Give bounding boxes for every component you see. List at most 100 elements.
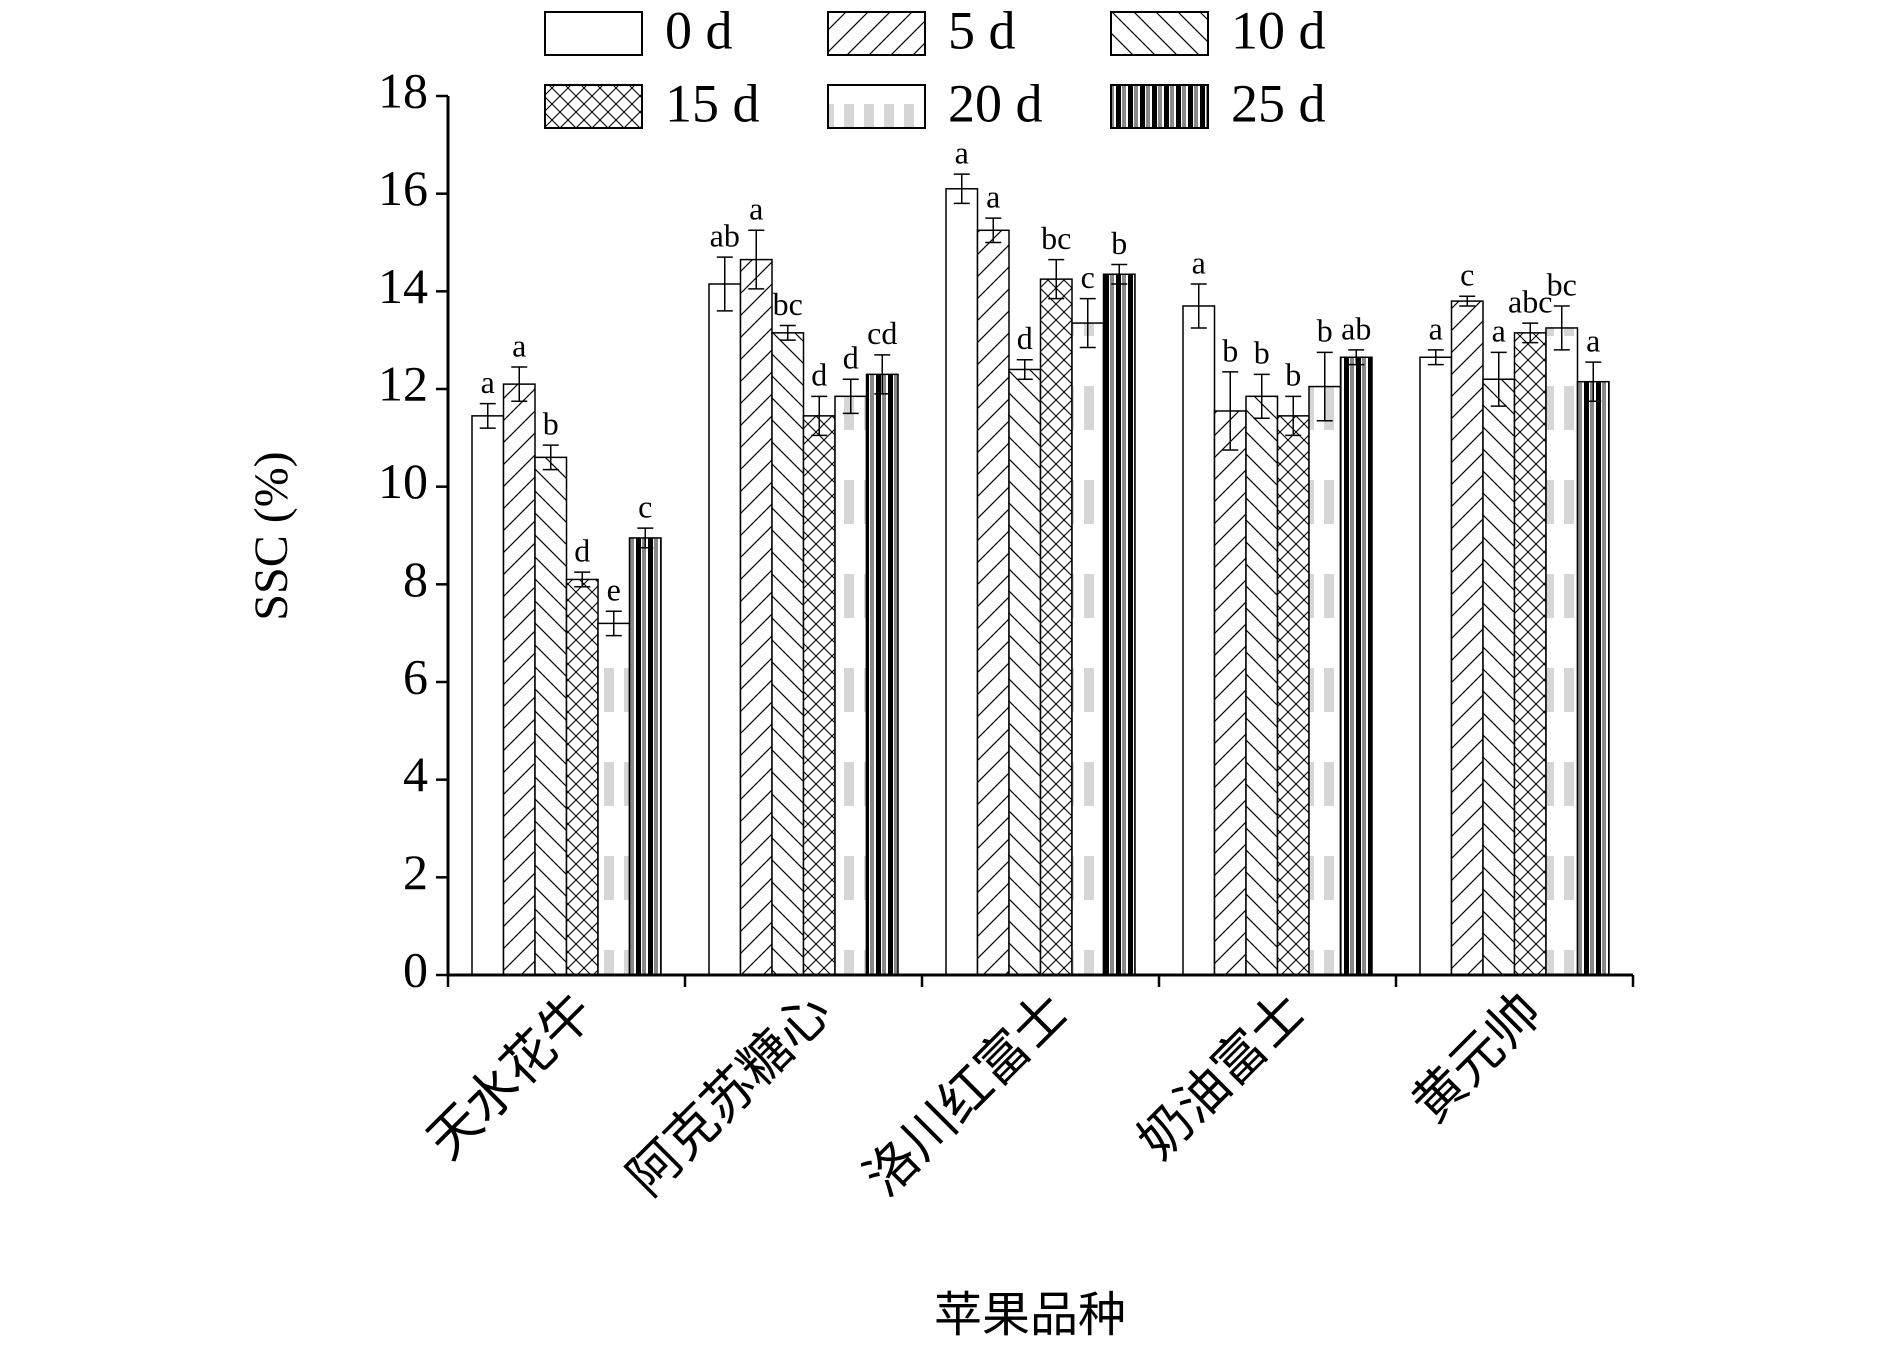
bar — [565, 578, 599, 976]
bar — [597, 622, 631, 976]
legend-label: 10 d — [1231, 0, 1326, 60]
bar — [628, 537, 662, 976]
legend-swatch — [827, 11, 926, 56]
error-bar — [1285, 395, 1302, 437]
error-bar — [1522, 322, 1539, 344]
y-tick-label: 12 — [378, 355, 428, 411]
y-tick-label: 18 — [378, 62, 428, 118]
bar — [471, 415, 505, 976]
error-bar — [479, 402, 496, 429]
error-bar — [1079, 297, 1096, 349]
legend-swatch — [827, 84, 926, 129]
significance-letter: c — [638, 489, 652, 525]
error-bar — [637, 527, 654, 549]
bar — [1545, 327, 1579, 976]
bar — [1576, 380, 1610, 976]
significance-letter: a — [481, 364, 495, 400]
significance-letter: bc — [1547, 266, 1577, 302]
error-bar — [1190, 283, 1207, 329]
error-bar — [1253, 373, 1270, 420]
bar — [534, 456, 568, 976]
significance-letter: a — [749, 191, 763, 227]
significance-letter: abc — [1508, 283, 1552, 319]
bar — [1182, 305, 1216, 976]
y-axis-title: SSC (%) — [245, 451, 298, 620]
bar — [1071, 322, 1105, 976]
significance-letter: bc — [773, 286, 803, 322]
x-tick-label: 黄元帅 — [1401, 982, 1554, 1135]
error-bar — [748, 229, 765, 290]
significance-letter: a — [1586, 322, 1600, 358]
significance-letter: d — [811, 357, 827, 393]
significance-letter: c — [1081, 259, 1095, 295]
y-tick-label: 4 — [403, 746, 428, 802]
error-bar — [1459, 295, 1476, 307]
bar — [1308, 385, 1342, 976]
bar — [1482, 378, 1516, 976]
error-bar — [1490, 351, 1507, 407]
x-tick-label: 天水花牛 — [416, 982, 606, 1172]
bar — [771, 332, 805, 976]
bar — [1276, 415, 1310, 976]
error-bar — [1427, 349, 1444, 366]
significance-letter: d — [574, 532, 590, 568]
legend-swatch — [1110, 11, 1209, 56]
significance-letter: ab — [1341, 310, 1371, 346]
significance-letter: ab — [710, 217, 740, 253]
legend-swatch — [1110, 84, 1209, 129]
significance-letter: b — [1222, 332, 1238, 368]
bar — [1419, 356, 1453, 976]
y-tick-label: 2 — [403, 844, 428, 900]
error-bar — [1048, 258, 1065, 300]
error-bar — [985, 217, 1002, 244]
y-tick-label: 6 — [403, 648, 428, 704]
legend-swatch — [544, 84, 643, 129]
legend-swatch — [544, 11, 643, 56]
significance-letter: a — [955, 134, 969, 170]
x-tick-label: 洛川红富士 — [853, 982, 1079, 1208]
axes — [446, 96, 1633, 977]
bar — [1245, 395, 1279, 976]
error-bar — [1222, 371, 1239, 451]
error-bar — [953, 173, 970, 205]
significance-letter: b — [543, 406, 559, 442]
significance-letter: b — [1317, 313, 1333, 349]
error-bar — [1348, 349, 1365, 366]
significance-letter: a — [1492, 313, 1506, 349]
error-bar — [1016, 358, 1033, 380]
error-bar — [574, 571, 591, 588]
error-bar — [511, 366, 528, 402]
error-bar — [1316, 351, 1333, 422]
error-bar — [1111, 263, 1128, 285]
significance-letter: b — [1254, 335, 1270, 371]
bar — [502, 383, 536, 976]
y-tick-label: 14 — [378, 258, 428, 314]
error-bar — [542, 444, 559, 471]
significance-letter: d — [843, 340, 859, 376]
error-bar — [779, 324, 796, 341]
y-tick-label: 0 — [403, 941, 428, 997]
error-bar — [842, 378, 859, 415]
significance-letter: a — [986, 178, 1000, 214]
error-bar — [811, 395, 828, 437]
bar — [1339, 356, 1373, 976]
bar — [708, 283, 742, 976]
y-tick-label: 8 — [403, 551, 428, 607]
legend-label: 20 d — [948, 73, 1043, 133]
bar — [802, 415, 836, 976]
significance-letter: a — [1192, 244, 1206, 280]
significance-letter: c — [1460, 257, 1474, 293]
legend-label: 25 d — [1231, 73, 1326, 133]
bar — [945, 188, 979, 976]
legend-label: 15 d — [665, 73, 760, 133]
significance-letter: d — [1017, 320, 1033, 356]
bar — [1039, 278, 1073, 976]
y-tick-label: 16 — [378, 160, 428, 216]
error-bar — [605, 610, 622, 637]
bar — [1213, 410, 1247, 976]
bar — [976, 229, 1010, 976]
bar — [1008, 368, 1042, 976]
significance-letter: a — [512, 327, 526, 363]
y-tick-label: 10 — [378, 453, 428, 509]
